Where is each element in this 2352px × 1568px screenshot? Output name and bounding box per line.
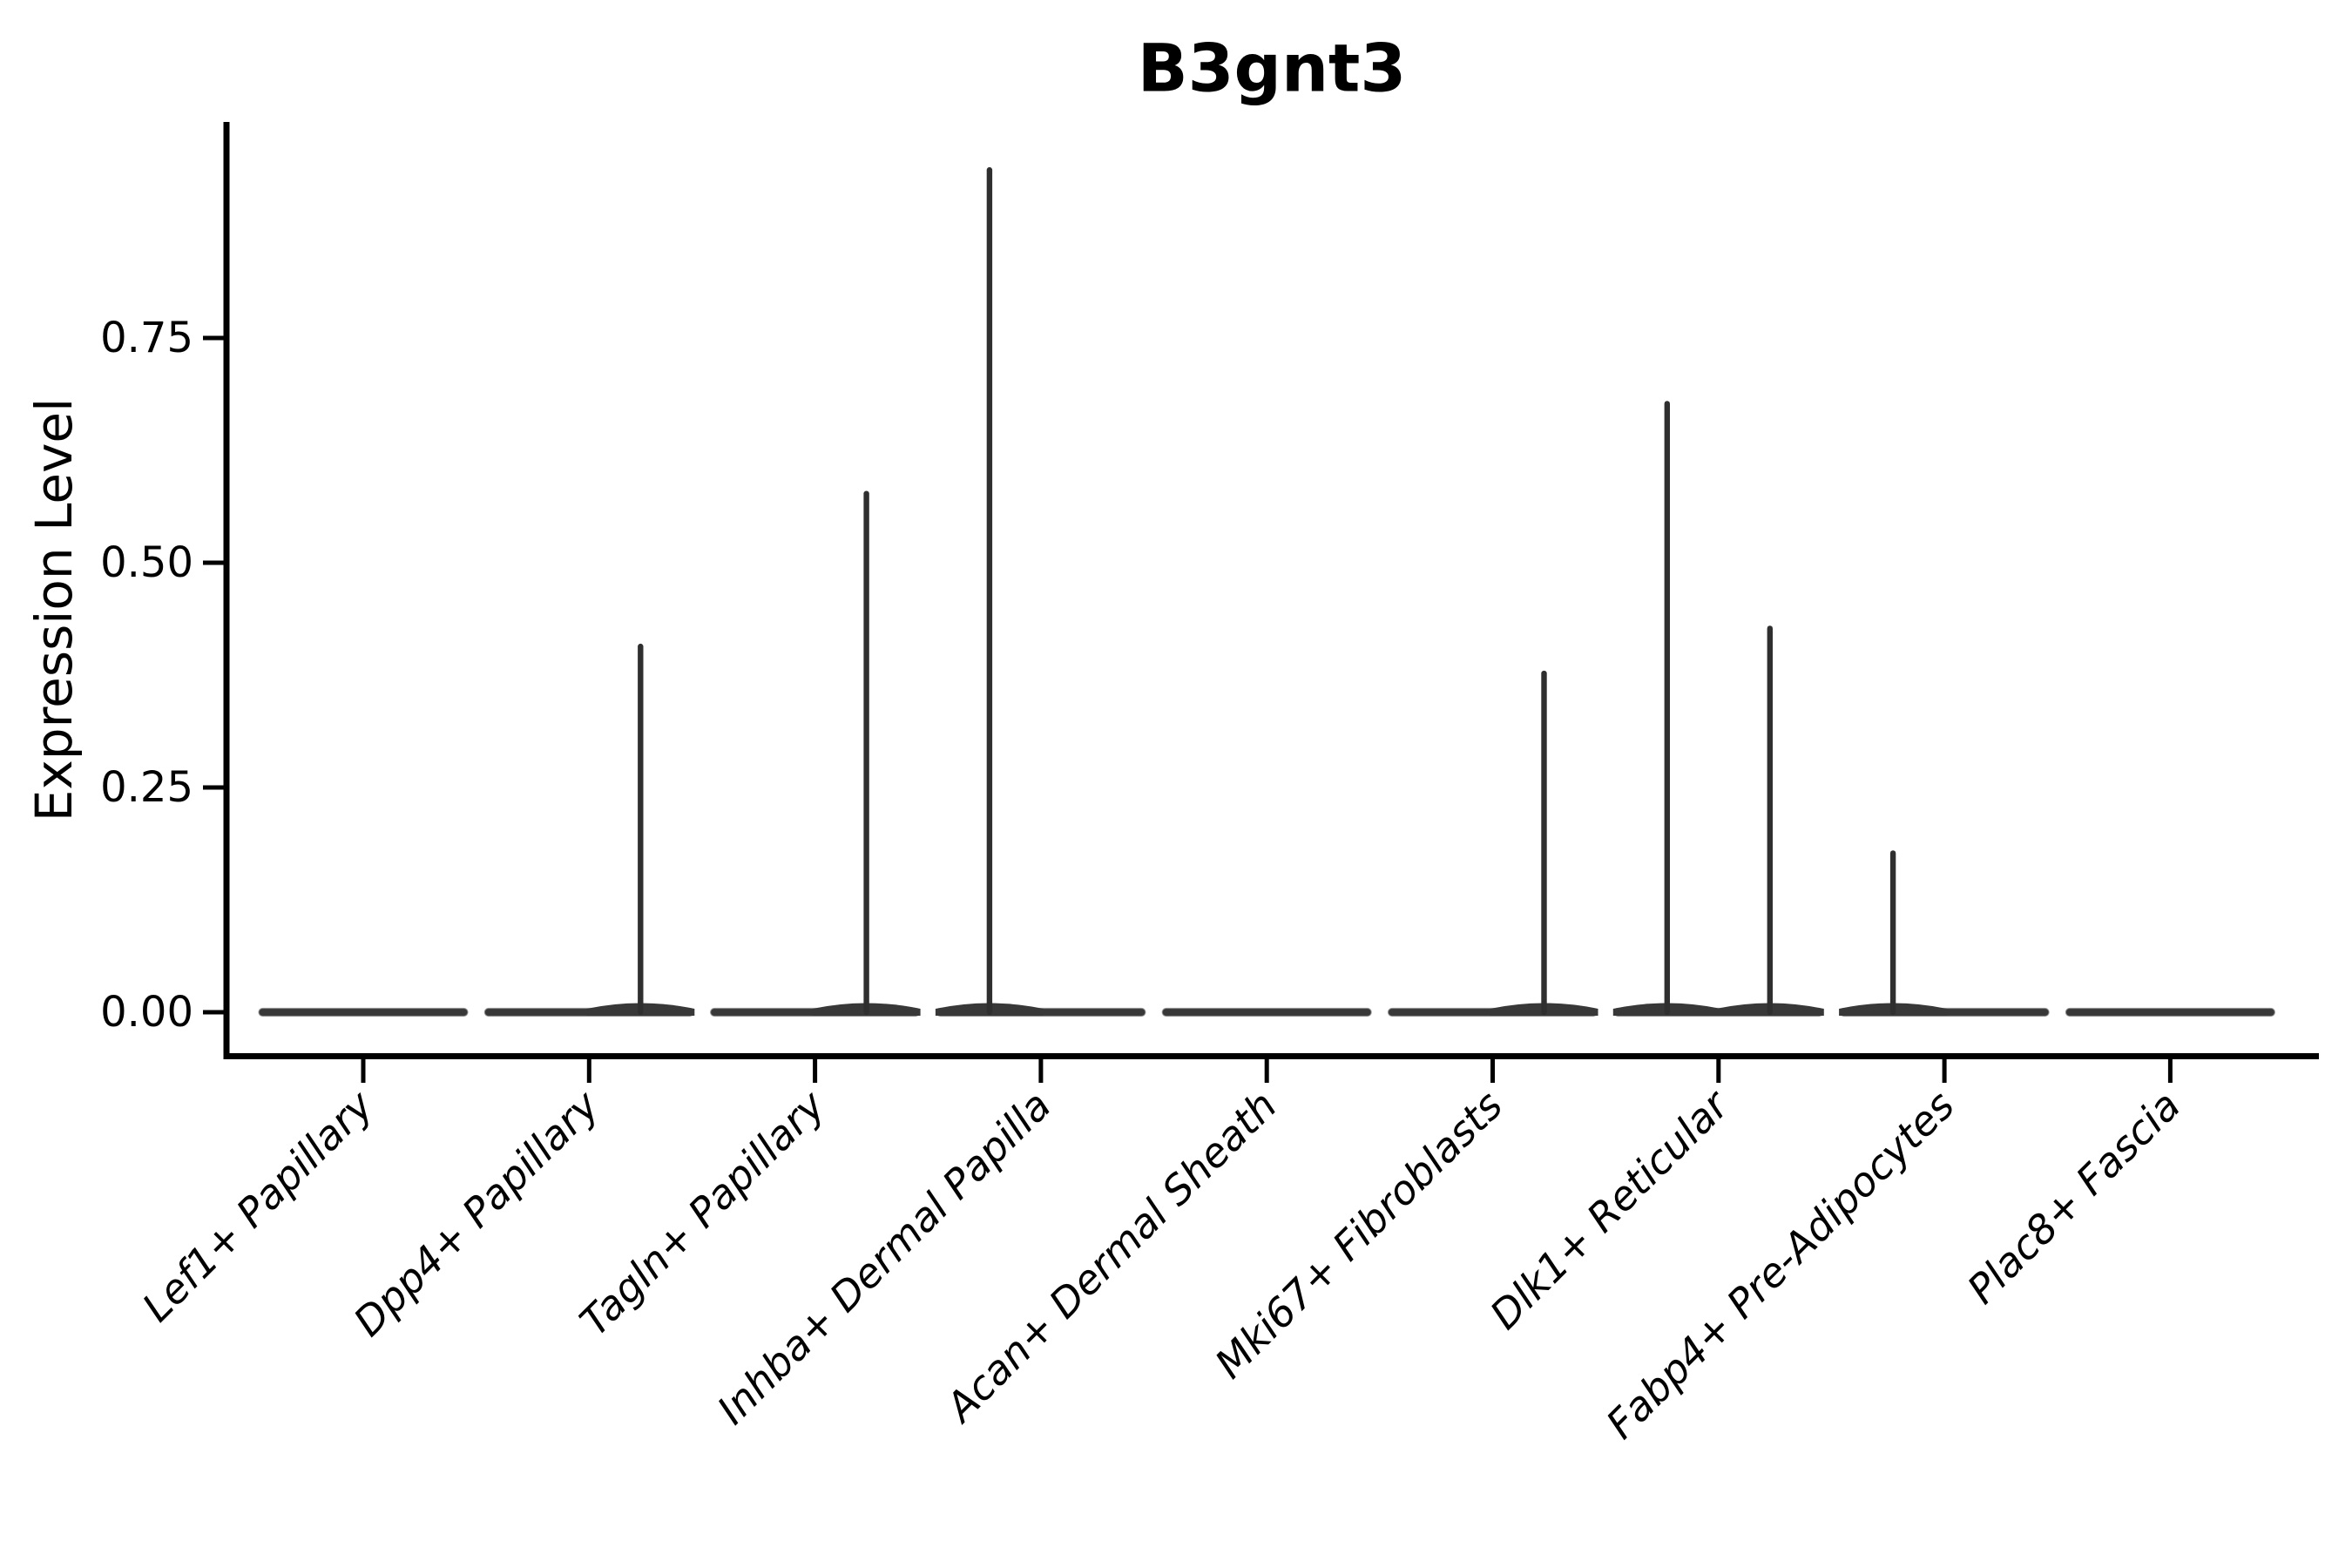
violin-needle	[1889, 850, 1896, 1015]
violin-layer	[258, 166, 2275, 1017]
violin-needle	[863, 490, 869, 1015]
x-tick-label: Tagln+ Papillary	[571, 1081, 835, 1345]
y-tick-label: 0.50	[100, 538, 193, 587]
violin-needle	[1767, 625, 1773, 1015]
violin-needle	[638, 643, 644, 1015]
y-tick-label: 0.00	[100, 988, 193, 1037]
violin-body	[258, 1007, 469, 1017]
y-tick-layer: 0.00 0.25 0.50 0.75	[100, 314, 225, 1037]
x-tick-label: Lef1+ Papillary	[133, 1081, 382, 1330]
violin-body	[1161, 1007, 1372, 1017]
chart-title: B3gnt3	[1138, 30, 1407, 107]
y-tick-label: 0.25	[100, 763, 193, 812]
x-tick-label: Dpp4+ Papillary	[344, 1081, 608, 1345]
y-tick-label: 0.75	[100, 314, 193, 362]
y-axis-label: Expression Level	[24, 398, 84, 821]
x-tick-label: Dlk1+ Reticular	[1481, 1079, 1740, 1338]
violin-needle	[1541, 670, 1547, 1015]
violin-needle	[986, 166, 993, 1016]
violin-needle	[1664, 401, 1670, 1015]
x-tick-label: Plac8+ Fascia	[1958, 1082, 2189, 1313]
violin-body	[2065, 1007, 2275, 1017]
